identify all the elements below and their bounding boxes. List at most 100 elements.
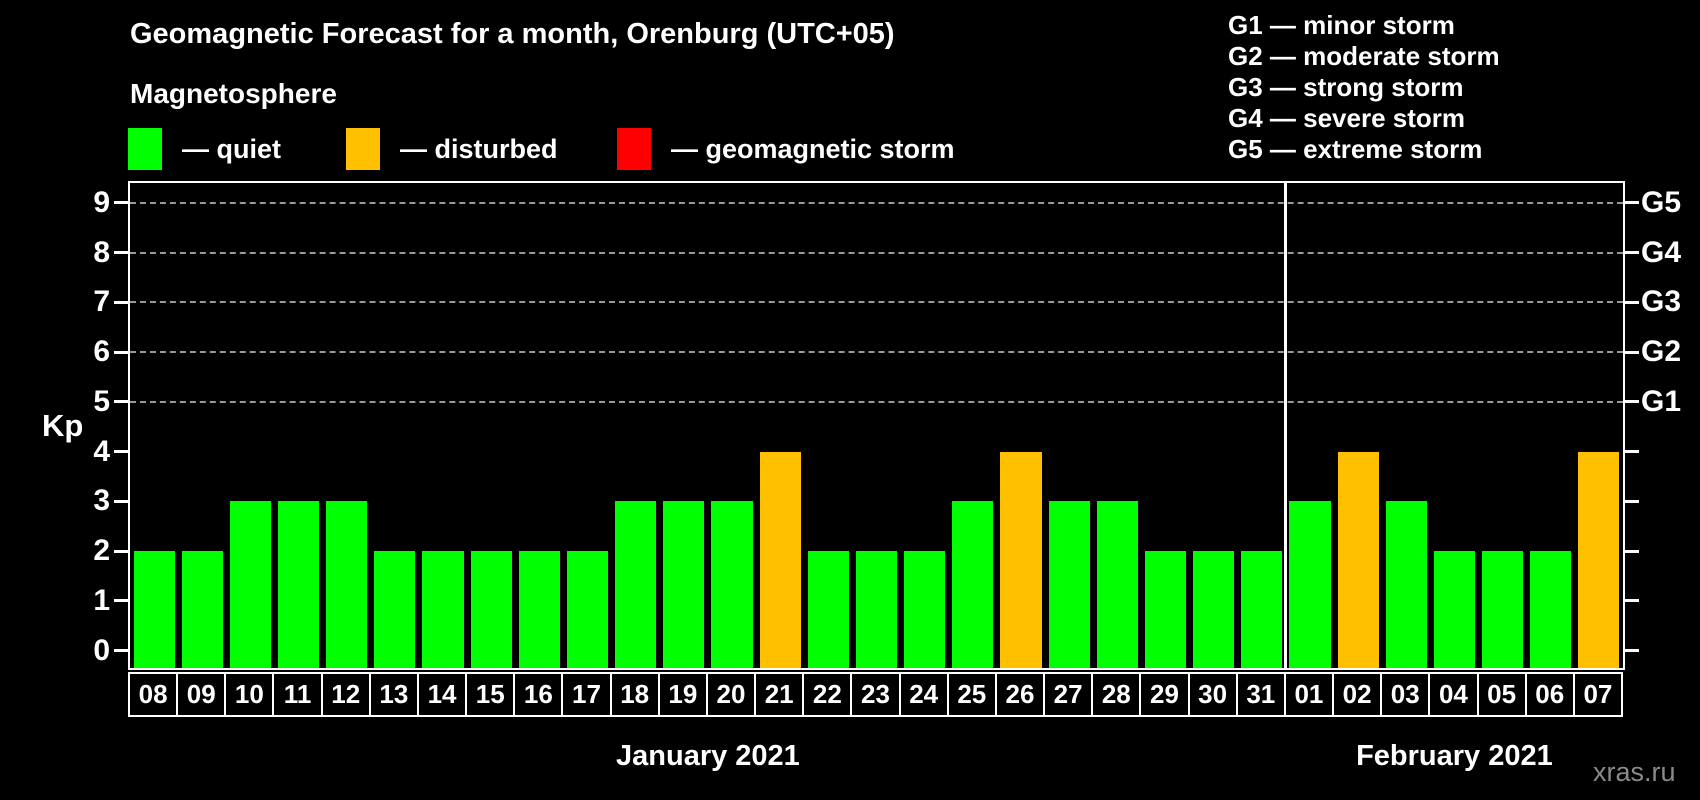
kp-bar — [133, 551, 175, 668]
right-tick — [1625, 499, 1639, 503]
day-cell: 23 — [850, 672, 901, 717]
ytick-label: 6 — [93, 335, 110, 369]
magnetosphere-subtitle: Magnetosphere — [130, 78, 337, 109]
day-cell: 26 — [994, 672, 1046, 717]
kp-bar — [1241, 551, 1283, 668]
g-scale-line: G2 — moderate storm — [1228, 41, 1500, 71]
gridline-kp8 — [130, 251, 1623, 254]
day-cell: 02 — [1332, 672, 1383, 717]
right-tick — [1625, 300, 1639, 304]
month-label: February 2021 — [1356, 740, 1553, 772]
right-tick — [1625, 350, 1639, 354]
day-cell: 31 — [1235, 672, 1286, 717]
legend-item-disturbed: — disturbed — [346, 127, 558, 171]
day-cell: 12 — [320, 672, 371, 717]
page-title: Geomagnetic Forecast for a month, Orenbu… — [130, 18, 895, 50]
day-cell: 08 — [128, 672, 179, 717]
ytick-label: 2 — [93, 534, 110, 568]
kp-bar — [518, 551, 560, 668]
left-tick — [114, 450, 128, 454]
kp-bar — [1433, 551, 1475, 668]
g-scale-legend: G1 — minor storm G2 — moderate storm G3 — … — [1228, 10, 1500, 165]
right-tick — [1625, 201, 1639, 205]
kp-bar — [229, 501, 271, 668]
day-axis-row: 08 09 10 11 12 13 14 15 16 17 18 19 20 21 22 23 24 25 26 27… — [128, 672, 1628, 717]
kp-bar — [855, 551, 898, 668]
legend-label: — quiet — [182, 133, 281, 164]
day-cell: 16 — [513, 672, 564, 717]
legend-item-storm: — geomagnetic storm — [617, 127, 955, 171]
quiet-swatch-icon — [128, 128, 162, 170]
kp-bar — [566, 551, 609, 668]
kp-bar — [711, 501, 753, 668]
disturbed-swatch-icon — [346, 128, 380, 170]
day-cell: 24 — [898, 672, 949, 717]
plot-area: 0 1 2 3 4 5 6 7 8 9 G1 G2 G3 G4 G5 — [93, 181, 1681, 670]
left-tick — [114, 251, 128, 255]
right-tick — [1625, 251, 1639, 255]
day-cell: 25 — [946, 672, 997, 717]
kp-bar — [1337, 451, 1379, 668]
kp-bar — [374, 551, 416, 668]
legend-label: — geomagnetic storm — [671, 133, 955, 164]
day-cell: 15 — [465, 672, 516, 717]
kp-bar — [1385, 501, 1427, 668]
ytick-label: 3 — [93, 484, 110, 518]
day-cell: 10 — [224, 672, 275, 717]
month-separator — [1284, 183, 1288, 668]
ytick-label: 4 — [93, 434, 110, 468]
day-cell: 29 — [1139, 672, 1190, 717]
kp-bar — [181, 551, 223, 668]
kp-bar — [1482, 551, 1524, 668]
g-scale-line: G3 — strong storm — [1228, 72, 1464, 102]
right-tick — [1625, 450, 1639, 454]
g-scale-line: G1 — minor storm — [1228, 10, 1455, 40]
kp-bar — [1193, 551, 1235, 668]
kp-bar — [1530, 551, 1572, 668]
day-cell: 14 — [416, 672, 468, 717]
kp-axis-label: Kp — [42, 408, 84, 443]
day-cell: 11 — [272, 672, 323, 717]
day-cell: 05 — [1476, 672, 1527, 717]
kp-bar — [807, 551, 849, 668]
legend-label: — disturbed — [400, 133, 558, 164]
day-cell: 30 — [1187, 672, 1238, 717]
kp-bar — [952, 501, 994, 668]
gridline-kp9 — [130, 201, 1623, 204]
day-cell: 18 — [609, 672, 660, 717]
g-scale-line: G4 — severe storm — [1228, 103, 1466, 133]
left-tick — [114, 499, 128, 503]
day-cell: 20 — [705, 672, 757, 717]
day-cell: 19 — [657, 672, 708, 717]
left-tick — [114, 350, 128, 354]
kp-bar — [1144, 551, 1187, 668]
gridline-kp6 — [130, 351, 1623, 354]
gridline-kp5 — [130, 400, 1623, 403]
ytick-label: 8 — [93, 235, 110, 269]
kp-bar — [422, 551, 464, 668]
ytick-label: 1 — [93, 583, 110, 617]
right-tick — [1625, 400, 1639, 404]
gridline-kp7 — [130, 301, 1623, 304]
kp-bar — [1289, 501, 1331, 668]
ytick-label: 5 — [93, 384, 110, 418]
kp-bar — [1096, 501, 1138, 668]
g-scale-line: G5 — extreme storm — [1228, 134, 1483, 164]
left-tick — [114, 549, 128, 553]
kp-bar — [759, 451, 801, 668]
kp-bar — [904, 551, 946, 668]
state-legend: — quiet — disturbed — geomagnetic storm — [128, 127, 1088, 171]
day-cell: 06 — [1524, 672, 1575, 717]
g-axis-label-g1: G1 — [1641, 384, 1682, 418]
kp-bar — [663, 501, 705, 668]
kp-bar — [277, 501, 320, 668]
kp-bar — [326, 501, 368, 668]
left-tick — [114, 300, 128, 304]
kp-bar — [1000, 451, 1042, 668]
day-cell: 22 — [802, 672, 853, 717]
ytick-label: 9 — [93, 185, 110, 219]
day-cell: 28 — [1091, 672, 1142, 717]
legend-item-quiet: — quiet — [128, 127, 281, 171]
left-tick — [114, 400, 128, 404]
